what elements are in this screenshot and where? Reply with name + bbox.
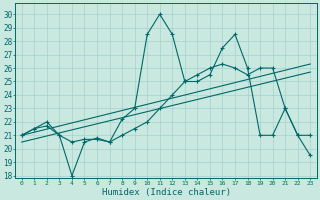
X-axis label: Humidex (Indice chaleur): Humidex (Indice chaleur) [101,188,230,197]
